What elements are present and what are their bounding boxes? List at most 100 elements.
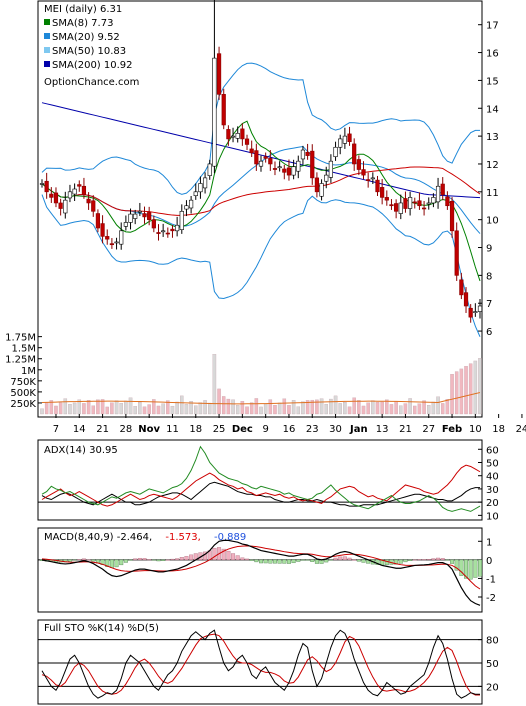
macd-histogram-bar (272, 559, 277, 564)
volume-bar (436, 396, 440, 415)
macd-histogram-bar (245, 558, 250, 561)
macd-histogram-bar (436, 557, 441, 561)
candle-body (67, 191, 73, 199)
volume-bar (403, 403, 408, 415)
candle-body (161, 230, 166, 233)
volume-bar (468, 363, 473, 415)
macd-histogram-bar (189, 554, 194, 561)
candle-body (473, 311, 478, 313)
candle-body (147, 212, 152, 220)
panel-tick-label: -1 (486, 574, 496, 585)
candle-body (81, 185, 87, 195)
candle-body (77, 184, 82, 187)
macd-histogram-bar (77, 559, 82, 561)
macd-histogram-bar (361, 559, 366, 563)
candle-body (128, 213, 133, 223)
macd-histogram-bar (450, 559, 455, 564)
macd-histogram-bar (142, 558, 147, 561)
volume-bar (249, 402, 254, 415)
candle-body (468, 307, 473, 318)
volume-bar (184, 404, 189, 415)
volume-tick-label: 1.5M (11, 344, 36, 355)
volume-bar (105, 406, 109, 415)
candle-body (202, 177, 208, 189)
candle-body (440, 183, 445, 195)
candle-body (133, 213, 138, 219)
volume-bar (408, 398, 412, 415)
candle-body (105, 236, 110, 240)
candle-body (389, 204, 394, 207)
volume-bar (91, 405, 96, 415)
macd-histogram-bar (324, 559, 329, 563)
legend-sma200: SMA(200) 10.92 (52, 60, 133, 71)
volume-bar (347, 406, 352, 415)
price-tick-label: 12 (486, 160, 499, 171)
sma50-line (41, 166, 481, 216)
macd-histogram-bar (417, 559, 422, 561)
x-tick-label: 30 (329, 424, 342, 435)
price-tick-label: 17 (486, 21, 499, 32)
volume-bar (464, 366, 468, 415)
macd-histogram-bar (147, 559, 152, 561)
candle-body (86, 198, 91, 204)
candle-body (338, 138, 343, 148)
candle-body (352, 143, 357, 165)
candle-body (72, 188, 77, 195)
macd-line (41, 539, 481, 606)
macd-histogram-bar (454, 559, 459, 571)
watermark: OptionChance.com (44, 77, 139, 88)
stochastic-label: Full STO %K(14) %D(5) (44, 623, 159, 634)
volume-bar (352, 397, 356, 415)
macd-signal-line (41, 545, 481, 590)
x-tick-label: 18 (492, 424, 505, 435)
volume-bar (301, 401, 305, 415)
candle-body (123, 222, 128, 227)
macd-hist-value: -0.889 (214, 532, 246, 543)
candle-body (384, 197, 389, 201)
volume-bar (44, 402, 49, 415)
volume-bar (110, 402, 114, 415)
macd-histogram-bar (464, 559, 469, 579)
volume-bar (259, 406, 263, 415)
candle-body (170, 228, 175, 232)
macd-histogram-bar (86, 559, 91, 561)
candle-body (193, 191, 198, 197)
volume-tick-label: 1.75M (5, 333, 36, 344)
volume-tick-label: 1.25M (5, 355, 36, 366)
candle-body (44, 180, 49, 193)
candle-body (254, 150, 259, 165)
volume-bar (315, 399, 319, 415)
candle-body (412, 201, 417, 204)
volume-bar (282, 398, 287, 415)
legend-swatch-sma8 (44, 19, 50, 25)
macd-histogram-bar (356, 559, 361, 562)
volume-bar (217, 388, 221, 415)
volume-bar (478, 358, 482, 415)
candle-body (249, 148, 254, 154)
candle-body (454, 230, 459, 276)
volume-bar (40, 408, 44, 415)
candle-body (142, 213, 147, 218)
macd-histogram-bar (338, 556, 343, 561)
macd-histogram-bar (114, 559, 119, 568)
macd-histogram-bar (459, 559, 464, 576)
minus-di-line (41, 464, 481, 507)
volume-bar (445, 399, 450, 415)
volume-bar (417, 403, 422, 415)
candle-body (291, 166, 296, 176)
x-tick-label: 7 (53, 424, 59, 435)
macd-histogram-bar (137, 557, 142, 561)
volume-bar (431, 401, 436, 415)
macd-histogram-bar (235, 555, 240, 561)
macd-histogram-bar (394, 559, 399, 565)
x-axis: 7 14 21 28 Nov 11 18 25 Dec 9 16 23 30 Jan 13 21 27 Feb 10… (53, 414, 526, 435)
candle-body (91, 200, 96, 212)
candle-body (328, 160, 333, 178)
panel-tick-label: 10 (486, 511, 499, 522)
panel-tick-label: 1 (486, 537, 492, 548)
candle-body (370, 177, 375, 180)
macd-histogram-bar (314, 559, 319, 564)
panel-tick-label: 50 (486, 459, 499, 470)
x-tick-label: Nov (138, 424, 160, 435)
candle-body (268, 158, 273, 165)
